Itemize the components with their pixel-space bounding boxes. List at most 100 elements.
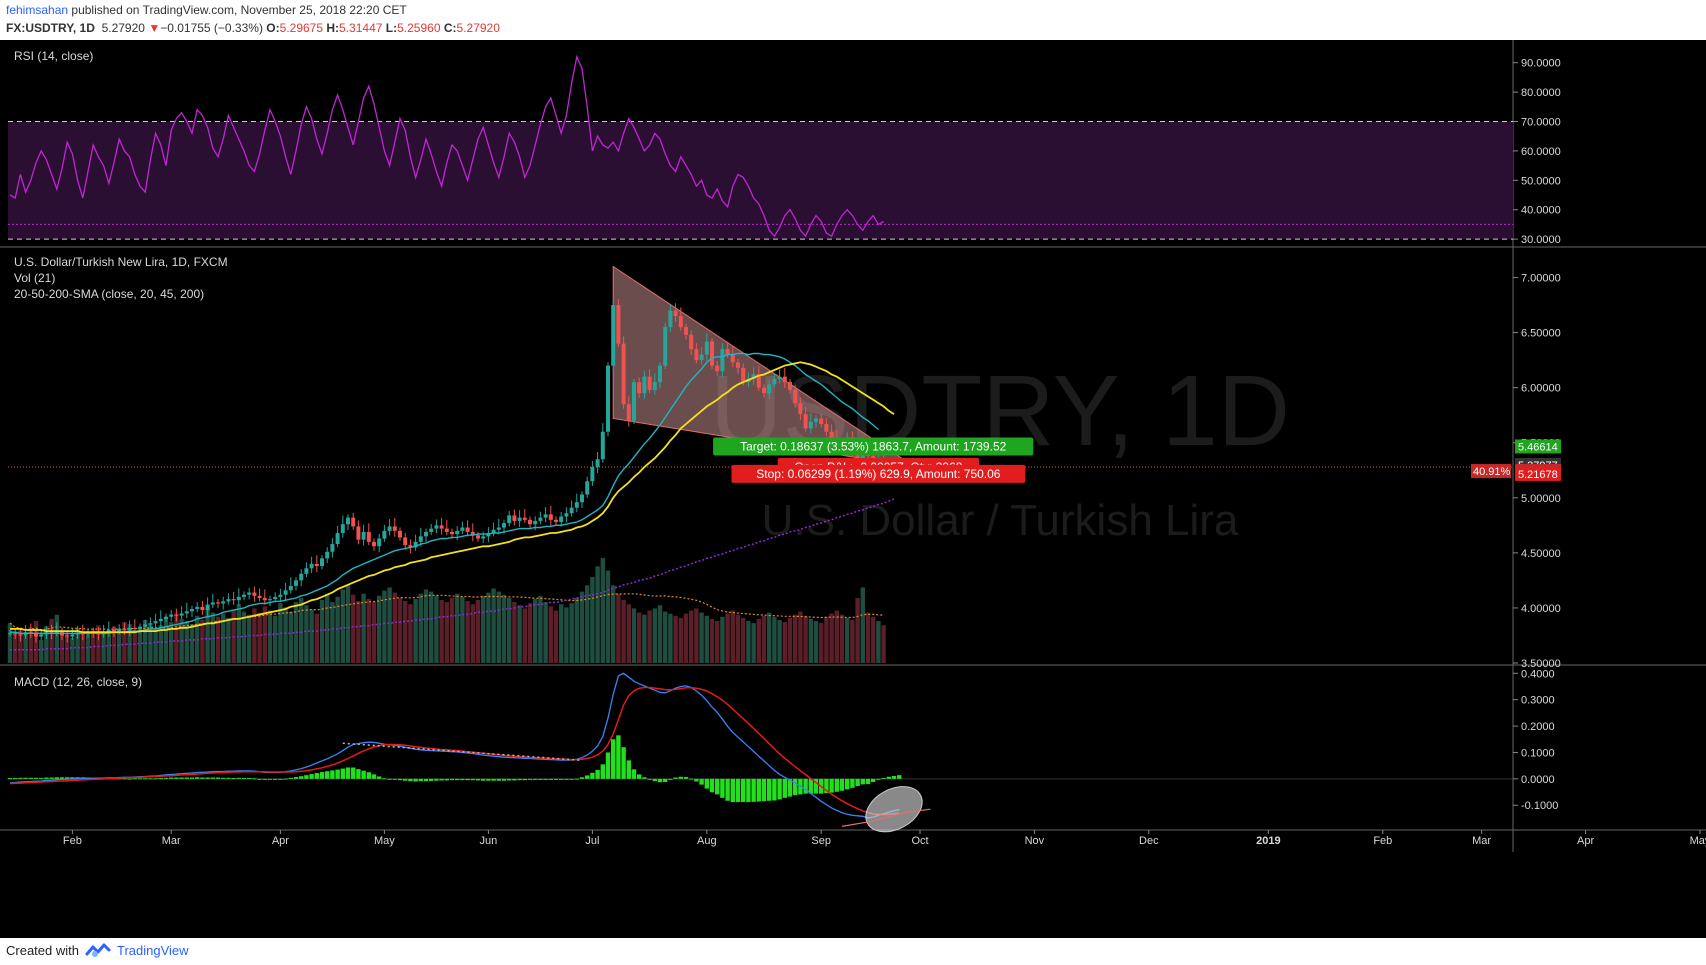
- macd-histogram-bar: [143, 778, 148, 780]
- price-tick-label: 5.00000: [1521, 493, 1561, 505]
- candle-body: [320, 558, 324, 567]
- candle-body: [54, 631, 59, 634]
- candle-body: [8, 633, 12, 635]
- volume-bar: [777, 619, 782, 663]
- macd-histogram-bar: [813, 778, 819, 794]
- volume-bar: [39, 639, 44, 663]
- macd-histogram-bar: [28, 777, 33, 779]
- candle-body: [382, 530, 387, 539]
- chart-svg[interactable]: RSI (14, close) 90.0000 80.0000 70.0000 60.0…: [0, 40, 1706, 938]
- macd-histogram-bar: [626, 760, 631, 779]
- volume-bar: [871, 616, 876, 663]
- down-arrow-icon: ▼: [148, 21, 161, 35]
- macd-histogram-bar: [210, 777, 215, 779]
- open-label: O:: [266, 21, 280, 35]
- volume-bar: [772, 616, 777, 663]
- volume-bar: [70, 637, 75, 663]
- time-tick-label: Feb: [63, 835, 82, 847]
- price-tick-label: 6.50000: [1521, 328, 1561, 340]
- volume-bar: [392, 592, 397, 663]
- volume-bar: [210, 612, 215, 663]
- macd-histogram-bar: [871, 778, 876, 783]
- macd-histogram-bar: [460, 778, 465, 781]
- macd-histogram-bar: [808, 778, 813, 794]
- time-tick-label: Nov: [1025, 835, 1045, 847]
- volume-bar: [652, 608, 657, 663]
- candle-body: [751, 374, 756, 379]
- open-value: 5.29675: [279, 21, 324, 35]
- high-value: 5.31447: [339, 21, 383, 35]
- candle-body: [148, 623, 153, 625]
- volume-bar: [205, 608, 210, 663]
- candle-body: [262, 598, 267, 601]
- macd-histogram-bar: [709, 778, 715, 793]
- candle-body: [179, 613, 184, 616]
- footer: Created with TradingView: [6, 942, 189, 958]
- volume-bar: [860, 587, 865, 663]
- macd-histogram-bar: [444, 778, 449, 781]
- low-label: L:: [385, 21, 398, 35]
- candle-body: [299, 573, 304, 581]
- macd-histogram-bar: [756, 778, 761, 802]
- sma45-line: [10, 361, 895, 634]
- chart-area[interactable]: RSI (14, close) 90.0000 80.0000 70.0000 60.0…: [0, 40, 1706, 938]
- candle-body: [195, 606, 200, 610]
- volume-bar: [309, 609, 314, 663]
- volume-bar: [257, 612, 262, 663]
- volume-bar: [153, 629, 158, 663]
- volume-bar: [356, 601, 361, 663]
- candle-body: [408, 545, 413, 548]
- macd-histogram-bar: [418, 778, 423, 782]
- candle-body: [403, 537, 408, 546]
- volume-bar: [273, 615, 278, 663]
- candle-body: [678, 316, 683, 328]
- price-tag-label: 5.21678: [1518, 469, 1558, 481]
- price-title: U.S. Dollar/Turkish New Lira, 1D, FXCM: [14, 255, 228, 269]
- volume-bar: [637, 612, 642, 663]
- target-label: Target: 0.18637 (3.53%) 1863.7, Amount: …: [713, 437, 1034, 456]
- time-tick-label: May: [1690, 835, 1706, 847]
- candle-body: [580, 494, 584, 503]
- macd-histogram-bar: [741, 778, 746, 803]
- candle-body: [226, 599, 231, 602]
- macd-histogram-bar: [377, 776, 382, 779]
- candle-body: [231, 599, 236, 601]
- time-tick-label: Dec: [1139, 835, 1159, 847]
- macd-histogram-bar: [642, 777, 647, 779]
- volume-bar: [174, 613, 179, 663]
- candle-body: [637, 382, 642, 394]
- candle-body: [398, 530, 402, 538]
- macd-histogram-bar: [356, 769, 361, 779]
- macd-histogram-bar: [153, 778, 158, 780]
- volume-bar: [673, 615, 678, 663]
- macd-histogram-bar: [257, 778, 262, 780]
- tradingview-brand[interactable]: TradingView: [116, 942, 189, 958]
- macd-title: MACD (12, 26, close, 9): [14, 675, 142, 689]
- volume-bar: [470, 604, 475, 663]
- volume-bar: [798, 611, 803, 663]
- candle-body: [798, 403, 803, 415]
- candle-body: [590, 466, 595, 482]
- volume-bar: [169, 622, 174, 663]
- volume-bar: [803, 615, 808, 663]
- volume-bar: [444, 602, 449, 663]
- macd-histogram-bar: [366, 772, 371, 779]
- candle-body: [777, 376, 782, 379]
- volume-bar: [621, 600, 626, 663]
- candle-body: [595, 459, 600, 467]
- volume-bar: [741, 617, 746, 663]
- macd-histogram-bar: [59, 777, 65, 779]
- macd-histogram-bar: [382, 778, 387, 780]
- volume-bar: [236, 604, 241, 663]
- macd-histogram-bar: [507, 778, 512, 781]
- macd-histogram-bar: [33, 777, 39, 779]
- candle-body: [756, 374, 761, 388]
- macd-histogram-bar: [746, 778, 751, 803]
- candle-body: [460, 527, 465, 531]
- candle-body: [559, 516, 564, 523]
- candle-body: [689, 334, 694, 350]
- volume-bar: [600, 558, 605, 663]
- publisher-username[interactable]: fehimsahan: [6, 3, 69, 17]
- volume-bar: [746, 621, 751, 663]
- macd-histogram-bar: [330, 770, 335, 779]
